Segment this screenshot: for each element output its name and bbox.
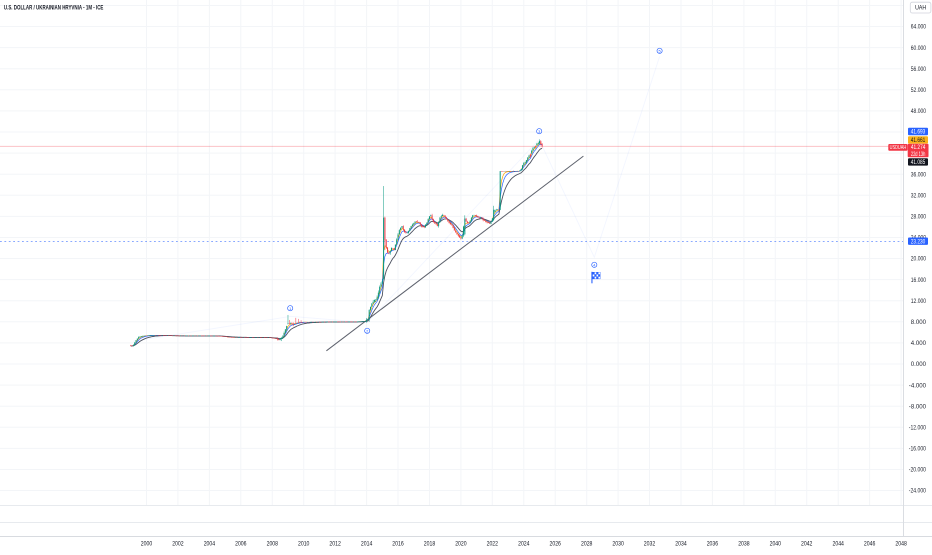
svg-text:USDUAH: USDUAH xyxy=(890,145,907,151)
svg-text:41.693: 41.693 xyxy=(911,130,926,136)
svg-text:-12.000: -12.000 xyxy=(909,425,927,432)
svg-text:2032: 2032 xyxy=(644,541,656,548)
svg-text:22d 13h: 22d 13h xyxy=(911,152,926,158)
svg-text:41.661: 41.661 xyxy=(911,138,926,144)
svg-text:-16.000: -16.000 xyxy=(909,446,927,453)
svg-text:2024: 2024 xyxy=(518,541,530,548)
svg-text:2046: 2046 xyxy=(864,541,876,548)
svg-text:4.000: 4.000 xyxy=(911,340,927,347)
svg-text:2034: 2034 xyxy=(675,541,687,548)
svg-text:2028: 2028 xyxy=(581,541,593,548)
svg-text:2036: 2036 xyxy=(707,541,719,548)
svg-text:56.000: 56.000 xyxy=(911,66,927,73)
svg-text:-20.000: -20.000 xyxy=(909,467,927,474)
svg-text:2000: 2000 xyxy=(141,541,153,548)
svg-text:2030: 2030 xyxy=(612,541,624,548)
svg-text:2002: 2002 xyxy=(172,541,184,548)
svg-text:2014: 2014 xyxy=(361,541,373,548)
svg-text:2040: 2040 xyxy=(770,541,782,548)
svg-text:2048: 2048 xyxy=(895,541,907,548)
svg-text:8.000: 8.000 xyxy=(911,319,927,326)
svg-text:41.274: 41.274 xyxy=(911,145,926,151)
svg-text:2026: 2026 xyxy=(550,541,562,548)
svg-text:28.000: 28.000 xyxy=(911,214,927,221)
svg-text:-4.000: -4.000 xyxy=(909,382,927,389)
svg-text:2006: 2006 xyxy=(235,541,247,548)
svg-text:2016: 2016 xyxy=(392,541,404,548)
svg-text:20.000: 20.000 xyxy=(911,256,927,263)
svg-text:2012: 2012 xyxy=(329,541,341,548)
svg-text:36.000: 36.000 xyxy=(911,171,927,178)
svg-text:2020: 2020 xyxy=(455,541,467,548)
svg-text:41.085: 41.085 xyxy=(911,160,926,166)
svg-text:2038: 2038 xyxy=(738,541,750,548)
svg-text:0.000: 0.000 xyxy=(911,361,927,368)
svg-text:60.000: 60.000 xyxy=(911,45,927,52)
svg-text:2022: 2022 xyxy=(487,541,499,548)
svg-text:2042: 2042 xyxy=(801,541,813,548)
svg-text:52.000: 52.000 xyxy=(911,87,927,94)
svg-text:23.230: 23.230 xyxy=(911,239,926,245)
svg-text:2004: 2004 xyxy=(204,541,216,548)
svg-text:2018: 2018 xyxy=(424,541,436,548)
svg-text:2044: 2044 xyxy=(833,541,845,548)
svg-text:2008: 2008 xyxy=(267,541,279,548)
svg-text:32.000: 32.000 xyxy=(911,193,927,200)
svg-text:16.000: 16.000 xyxy=(911,277,927,284)
svg-text:-8.000: -8.000 xyxy=(909,403,927,410)
svg-text:2010: 2010 xyxy=(298,541,310,548)
svg-text:64.000: 64.000 xyxy=(911,24,927,31)
svg-text:U.S. DOLLAR / UKRAINIAN HRYVNI: U.S. DOLLAR / UKRAINIAN HRYVNIA - 1M - I… xyxy=(4,5,104,12)
svg-text:48.000: 48.000 xyxy=(911,108,927,115)
svg-text:-24.000: -24.000 xyxy=(909,488,927,495)
svg-text:12.000: 12.000 xyxy=(911,298,927,305)
svg-text:UAH: UAH xyxy=(915,6,926,12)
